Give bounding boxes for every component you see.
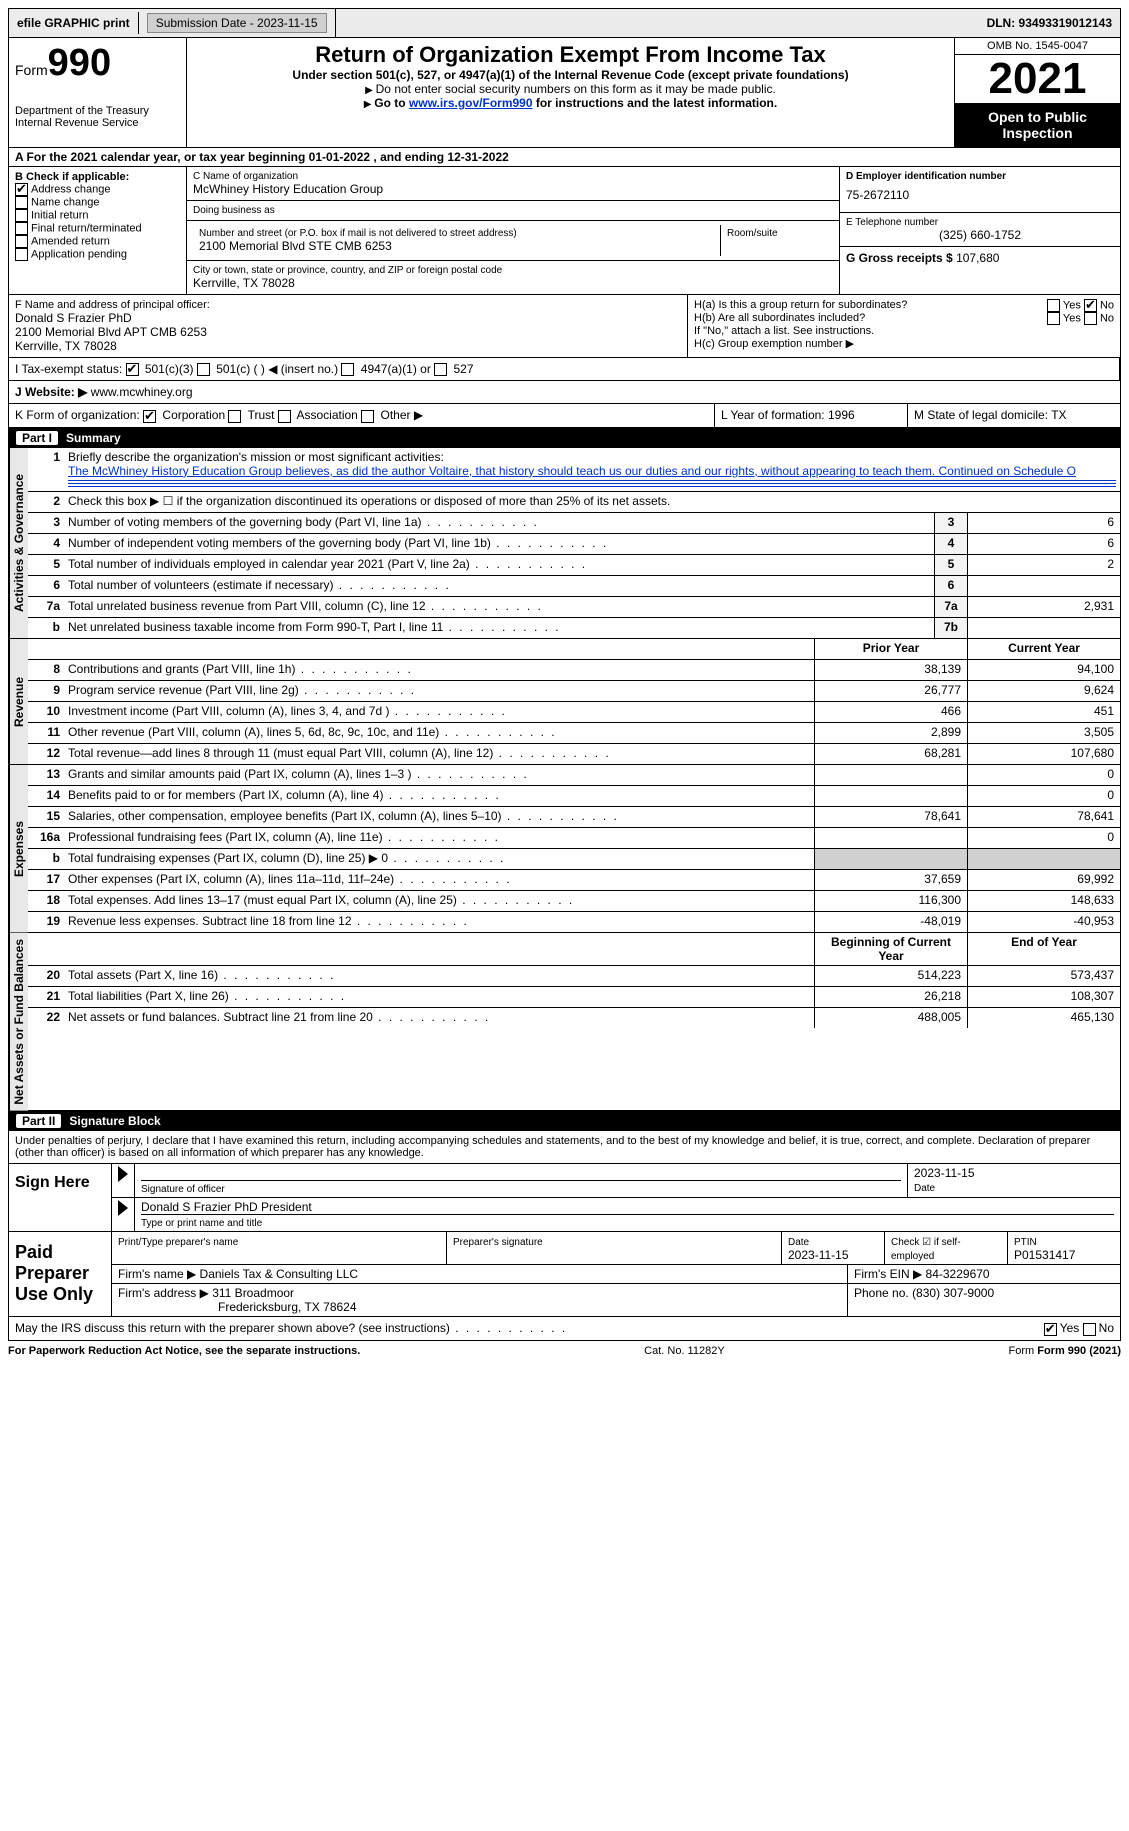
org-name: McWhiney History Education Group [193,182,833,196]
summary-line: 22Net assets or fund balances. Subtract … [28,1008,1120,1028]
summary-line: 11Other revenue (Part VIII, column (A), … [28,723,1120,744]
topbar: efile GRAPHIC print Submission Date - 20… [8,8,1121,38]
entity-section: B Check if applicable: Address changeNam… [8,167,1121,295]
checkbox[interactable] [228,410,241,423]
part2-header: Part IISignature Block [8,1111,1121,1131]
tax-year: 2021 [955,55,1120,103]
status-row: I Tax-exempt status: 501(c)(3) 501(c) ( … [8,358,1121,381]
paid-preparer-block: Paid Preparer Use Only Print/Type prepar… [8,1232,1121,1317]
tax-period: A For the 2021 calendar year, or tax yea… [8,148,1121,167]
irs-link[interactable]: www.irs.gov/Form990 [409,96,533,110]
checkbox[interactable] [15,222,28,235]
header-mid: Return of Organization Exempt From Incom… [187,38,954,147]
summary-revenue: Revenue Prior YearCurrent Year 8Contribu… [8,639,1121,765]
open-inspection: Open to Public Inspection [955,103,1120,147]
summary-line: 13Grants and similar amounts paid (Part … [28,765,1120,786]
summary-line: 18Total expenses. Add lines 13–17 (must … [28,891,1120,912]
dept-irs: Internal Revenue Service [15,117,180,129]
checkbox[interactable] [15,196,28,209]
tab-revenue: Revenue [9,639,28,764]
summary-line: 9Program service revenue (Part VIII, lin… [28,681,1120,702]
phone: (325) 660-1752 [846,228,1114,242]
officer-name: Donald S Frazier PhD [15,311,681,325]
summary-line: 3Number of voting members of the governi… [28,513,1120,534]
tab-activities: Activities & Governance [9,448,28,638]
part1-header: Part ISummary [8,428,1121,448]
checkbox[interactable] [15,248,28,261]
org-city: Kerrville, TX 78028 [193,276,833,290]
penalty-statement: Under penalties of perjury, I declare th… [8,1131,1121,1164]
checkbox[interactable] [341,363,354,376]
summary-line: 21Total liabilities (Part X, line 26)26,… [28,987,1120,1008]
submission-button[interactable]: Submission Date - 2023-11-15 [147,13,327,33]
summary-line: 4Number of independent voting members of… [28,534,1120,555]
ein: 75-2672110 [846,182,1114,208]
form-header: Form990 Department of the Treasury Inter… [8,38,1121,148]
sign-arrow-icon [118,1166,128,1182]
dept-treasury: Department of the Treasury [15,105,180,117]
summary-line: 16aProfessional fundraising fees (Part I… [28,828,1120,849]
summary-line: 8Contributions and grants (Part VIII, li… [28,660,1120,681]
goto-notice: Go to www.irs.gov/Form990 for instructio… [193,96,948,110]
checkbox[interactable] [15,209,28,222]
checkbox[interactable] [434,363,447,376]
ssn-notice: Do not enter social security numbers on … [193,82,948,96]
summary-line: 12Total revenue—add lines 8 through 11 (… [28,744,1120,764]
website-row: J Website: ▶ www.mcwhiney.org [8,381,1121,404]
summary-netassets: Net Assets or Fund Balances Beginning of… [8,933,1121,1112]
summary-line: 5Total number of individuals employed in… [28,555,1120,576]
page-footer: For Paperwork Reduction Act Notice, see … [8,1341,1121,1361]
summary-ag: Activities & Governance 1 Briefly descri… [8,448,1121,639]
checkbox[interactable] [197,363,210,376]
officer-group-row: F Name and address of principal officer:… [8,295,1121,358]
sign-here-block: Sign Here Signature of officer 2023-11-1… [8,1164,1121,1232]
tab-expenses: Expenses [9,765,28,932]
summary-line: 20Total assets (Part X, line 16)514,2235… [28,966,1120,987]
name-arrow-icon [118,1200,128,1216]
summary-line: 10Investment income (Part VIII, column (… [28,702,1120,723]
checkbox[interactable] [15,183,28,196]
box-b: B Check if applicable: Address changeNam… [9,167,187,294]
omb-number: OMB No. 1545-0047 [955,38,1120,55]
box-c: C Name of organization McWhiney History … [187,167,839,294]
officer-addr: 2100 Memorial Blvd APT CMB 6253 [15,325,681,339]
website: www.mcwhiney.org [91,385,193,399]
gross-receipts: 107,680 [956,251,999,265]
officer-city: Kerrville, TX 78028 [15,339,681,353]
header-right: OMB No. 1545-0047 2021 Open to Public In… [954,38,1120,147]
org-form-row: K Form of organization: Corporation Trus… [8,404,1121,427]
summary-line: bTotal fundraising expenses (Part IX, co… [28,849,1120,870]
box-d-e-g: D Employer identification number 75-2672… [839,167,1120,294]
summary-line: 17Other expenses (Part IX, column (A), l… [28,870,1120,891]
summary-line: bNet unrelated business taxable income f… [28,618,1120,638]
efile-label: efile GRAPHIC print [9,12,139,34]
submission-date: Submission Date - 2023-11-15 [139,9,336,37]
tab-netassets: Net Assets or Fund Balances [9,933,28,1111]
summary-line: 19Revenue less expenses. Subtract line 1… [28,912,1120,932]
dln: DLN: 93493319012143 [979,12,1120,34]
summary-line: 14Benefits paid to or for members (Part … [28,786,1120,807]
discuss-row: May the IRS discuss this return with the… [8,1317,1121,1340]
checkbox[interactable] [126,363,139,376]
checkbox[interactable] [361,410,374,423]
summary-expenses: Expenses 13Grants and similar amounts pa… [8,765,1121,933]
form-title: Return of Organization Exempt From Incom… [193,42,948,68]
org-address: 2100 Memorial Blvd STE CMB 6253 [199,239,714,253]
checkbox[interactable] [15,235,28,248]
summary-line: 7aTotal unrelated business revenue from … [28,597,1120,618]
mission-text[interactable]: The McWhiney History Education Group bel… [68,464,1076,478]
checkbox[interactable] [278,410,291,423]
form-subtitle: Under section 501(c), 527, or 4947(a)(1)… [193,68,948,82]
header-left: Form990 Department of the Treasury Inter… [9,38,187,147]
checkbox[interactable] [143,410,156,423]
summary-line: 6Total number of volunteers (estimate if… [28,576,1120,597]
summary-line: 15Salaries, other compensation, employee… [28,807,1120,828]
